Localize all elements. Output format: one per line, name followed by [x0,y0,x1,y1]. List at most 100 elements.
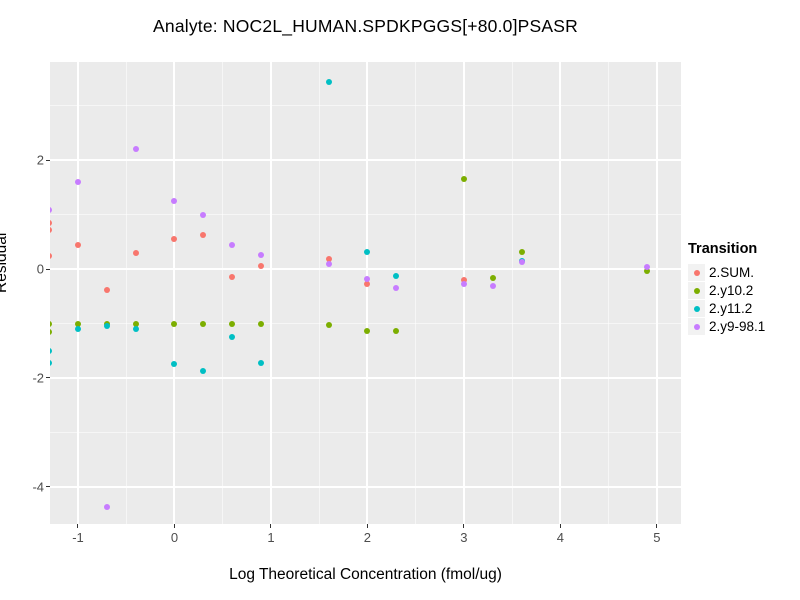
x-major-gridline [559,62,562,524]
x-axis-title: Log Theoretical Concentration (fmol/ug) [229,566,502,583]
x-tick-label: 0 [170,530,179,545]
data-point [258,359,265,366]
y-major-gridline [50,485,681,488]
data-point [364,281,371,288]
data-point [103,286,110,293]
x-tick-mark [173,524,175,528]
data-point [325,78,332,85]
x-tick-label: 4 [556,530,565,545]
y-tick-mark [46,268,50,270]
y-tick-label: 0 [36,261,44,277]
x-major-gridline [173,62,176,524]
legend-key [688,318,705,335]
data-point [393,328,400,335]
data-point [460,176,467,183]
data-point [132,145,139,152]
data-point [171,198,178,205]
legend-dot-icon [693,305,700,312]
plot-panel [50,62,681,524]
x-tick-label: 1 [267,530,275,545]
data-point [132,249,139,256]
legend-item: 2.y11.2 [688,300,765,317]
legend-dot-icon [693,323,700,330]
y-major-gridline [50,159,681,162]
data-point [460,280,467,287]
data-point [200,368,207,375]
x-minor-gridline [125,62,127,524]
x-minor-gridline [415,62,417,524]
x-tick-mark [463,524,465,528]
data-point [200,211,207,218]
legend-key [688,282,705,299]
data-point [258,262,265,269]
data-point [229,273,236,280]
data-point [325,260,332,267]
x-tick-mark [366,524,368,528]
x-tick-mark [559,524,561,528]
data-point [229,334,236,341]
data-point [364,328,371,335]
data-point [171,236,178,243]
y-minor-gridline [50,214,681,216]
data-point [50,226,53,233]
data-point [460,276,467,283]
data-point [518,259,525,266]
data-point [364,248,371,255]
legend-item-label: 2.y9-98.1 [709,319,766,334]
legend-item-label: 2.y10.2 [709,283,754,298]
data-point [103,504,110,511]
data-point [200,232,207,239]
data-point [325,256,332,263]
data-point [518,248,525,255]
data-point [74,325,81,332]
y-minor-gridline [50,323,681,324]
legend-dot-icon [693,269,700,276]
data-point [50,359,53,366]
legend-title: Transition [688,241,758,257]
data-point [393,284,400,291]
x-major-gridline [76,62,79,524]
y-tick-label: -4 [32,479,44,495]
data-point [644,263,651,270]
legend-key [688,300,705,317]
data-point [258,252,265,259]
y-tick-mark [46,486,50,488]
legend-dot-icon [693,287,700,294]
legend-item: 2.SUM. [688,264,765,281]
legend-item: 2.y10.2 [688,282,765,299]
legend-item: 2.y9-98.1 [688,318,765,335]
data-point [489,282,496,289]
y-major-gridline [50,376,681,379]
x-minor-gridline [608,62,610,524]
data-point [393,273,400,280]
y-minor-gridline [50,105,681,107]
legend-key [688,264,705,281]
data-point [50,207,53,214]
x-major-gridline [655,62,658,524]
data-point [74,178,81,185]
data-point [103,323,110,330]
x-tick-label: 3 [460,530,468,545]
data-point [171,360,178,367]
data-point [50,328,53,335]
data-point [258,320,265,327]
y-tick-label: 2 [36,152,44,168]
data-point [229,241,236,248]
data-point [229,320,236,327]
legend-item-label: 2.y11.2 [709,301,753,316]
x-tick-label: -1 [72,530,84,545]
x-tick-label: 2 [363,530,372,545]
x-tick-label: 5 [653,530,661,545]
y-major-gridline [50,268,681,271]
x-minor-gridline [318,62,320,524]
data-point [364,276,371,283]
data-point [200,320,207,327]
x-minor-gridline [222,62,224,524]
y-tick-label: -2 [32,370,44,386]
data-point [74,241,81,248]
data-point [132,320,139,327]
data-point [50,252,53,259]
y-tick-mark [46,159,50,161]
legend-item-label: 2.SUM. [709,265,755,280]
